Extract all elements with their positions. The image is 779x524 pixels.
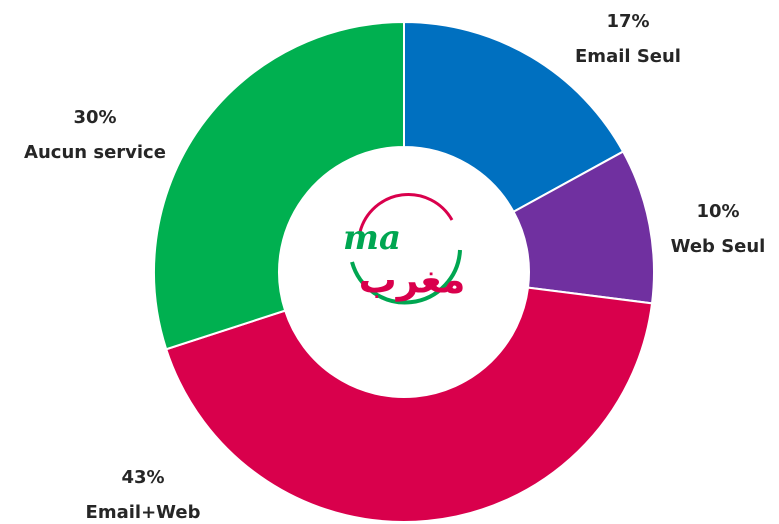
category-label: Email Seul xyxy=(575,46,681,67)
category-label: Web Seul xyxy=(671,236,766,257)
center-logo: ma مغرب xyxy=(343,193,466,305)
donut-slice xyxy=(164,286,654,523)
donut-slice xyxy=(403,20,625,214)
donut-slice xyxy=(153,20,405,351)
value-label: 17% xyxy=(606,11,649,32)
value-label: 43% xyxy=(121,467,164,488)
logo-latin: ma xyxy=(343,218,401,258)
value-label: 10% xyxy=(696,201,739,222)
category-label: Aucun service xyxy=(24,142,166,163)
slices xyxy=(153,20,655,523)
value-label: 30% xyxy=(73,107,116,128)
logo-arc xyxy=(350,249,462,305)
category-label: Email+Web xyxy=(86,502,201,523)
logo-arabic: مغرب xyxy=(359,258,466,302)
logo-arc xyxy=(358,193,454,233)
